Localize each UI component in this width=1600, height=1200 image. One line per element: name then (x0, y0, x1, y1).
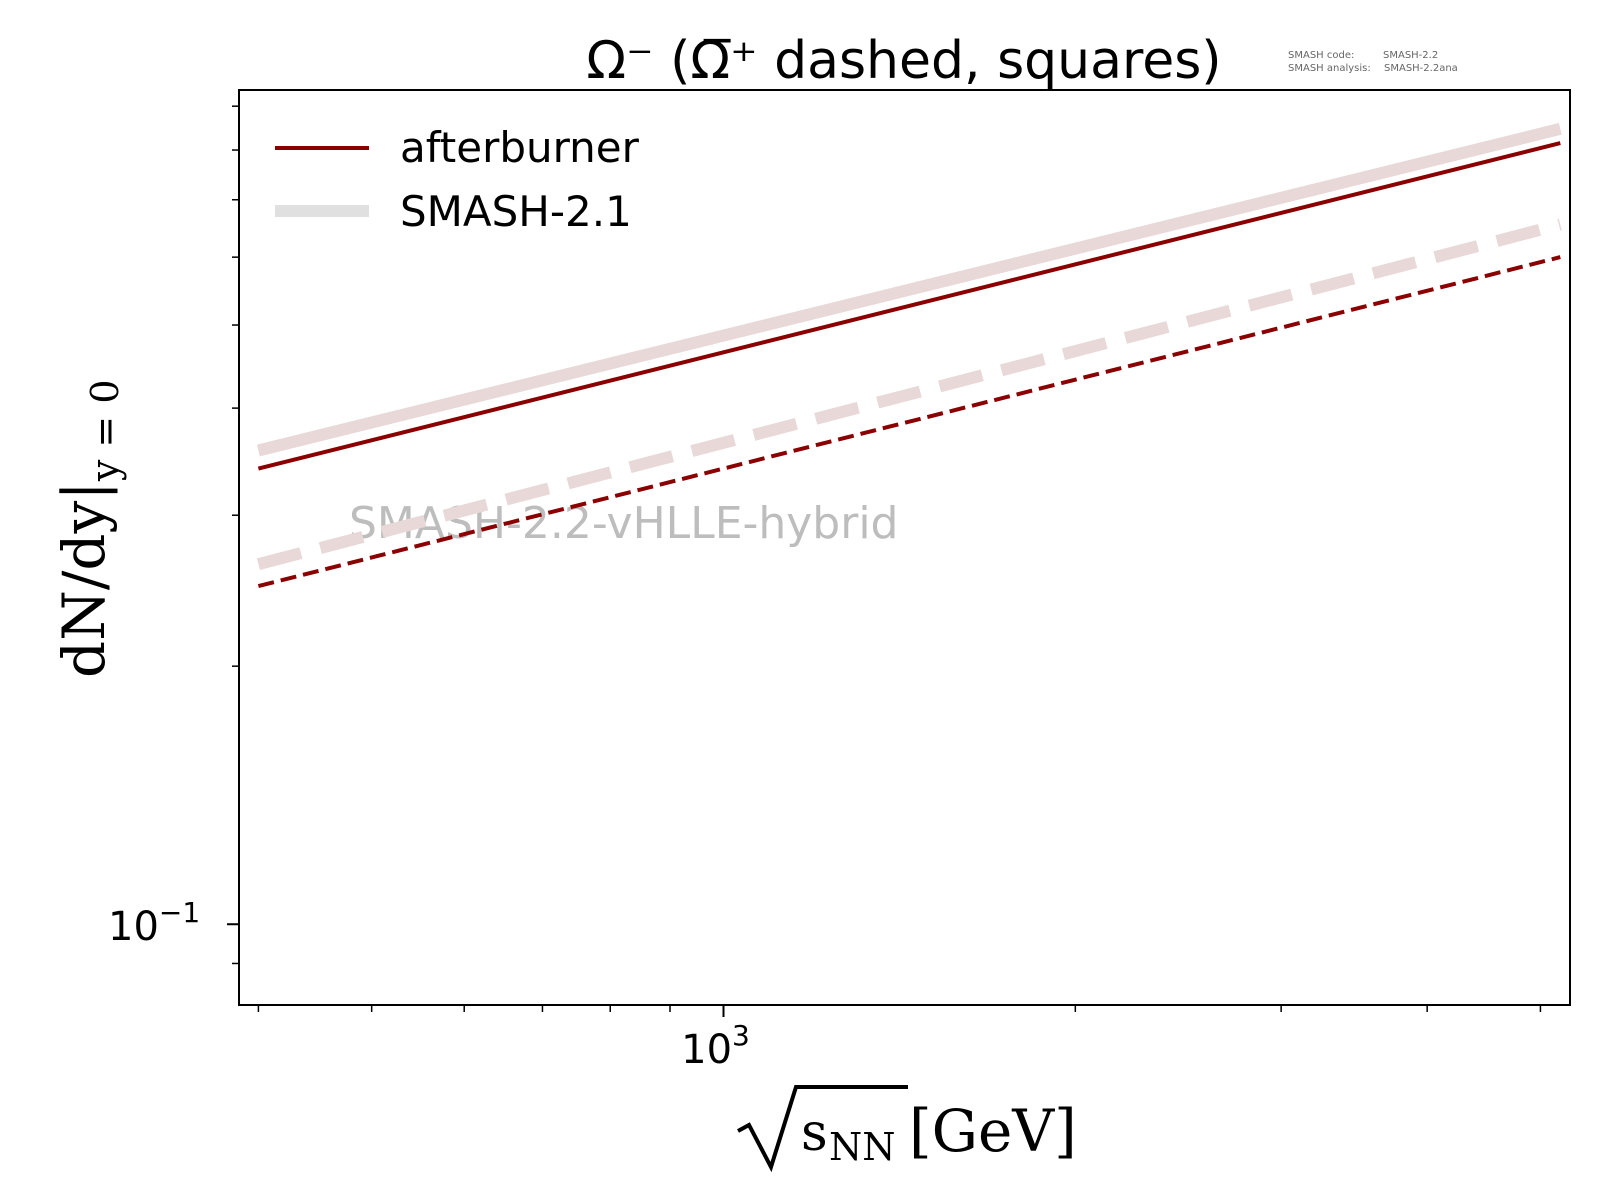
legend-label-afterburner: afterburner (400, 123, 640, 172)
x-label-radicand: s (801, 1103, 828, 1163)
series-line-smash-2-1-dashed (256, 218, 1562, 571)
series-line-afterburner-solid (257, 141, 1561, 471)
legend-label-smash-2-1: SMASH-2.1 (400, 187, 632, 236)
plot-frame (238, 89, 1571, 1006)
chart-title: Ω⁻ (Ω̅⁺ dashed, squares) (586, 31, 1221, 91)
y-label-main: dN/dy| (50, 481, 118, 678)
meta-analysis-value: SMASH-2.2ana (1384, 63, 1458, 74)
y-axis-ticks (227, 105, 239, 965)
y-tick-labels: 10−1 (108, 896, 200, 950)
series-line-afterburner-dashed (257, 255, 1561, 589)
y-label-subscript: y = 0 (83, 379, 127, 482)
series-layer (256, 122, 1562, 589)
series-line-smash-2-1-solid (256, 122, 1562, 457)
x-tick-label: 103 (681, 1019, 750, 1073)
sqrt-symbol (737, 1085, 908, 1173)
x-label-subscript: NN (829, 1125, 896, 1169)
meta-code-value: SMASH-2.2 (1383, 50, 1438, 61)
svg-text:dN/dy|y = 0: dN/dy|y = 0 (50, 379, 127, 678)
meta-code-label: SMASH code: (1288, 50, 1354, 61)
watermark-text: SMASH-2.2-vHLLE-hybrid (349, 498, 898, 549)
legend: afterburner SMASH-2.1 (275, 123, 640, 236)
x-axis-ticks (257, 1005, 1542, 1017)
meta-version-text: SMASH code: SMASH-2.2 SMASH analysis: SM… (1288, 50, 1458, 74)
x-label-unit: [GeV] (909, 1097, 1077, 1165)
x-axis-label: s NN [GeV] (737, 1085, 1077, 1173)
meta-analysis-label: SMASH analysis: (1288, 63, 1371, 74)
y-tick-label: 10−1 (108, 896, 200, 950)
y-axis-label: dN/dy|y = 0 (50, 379, 127, 678)
x-tick-labels: 103 (681, 1019, 750, 1073)
